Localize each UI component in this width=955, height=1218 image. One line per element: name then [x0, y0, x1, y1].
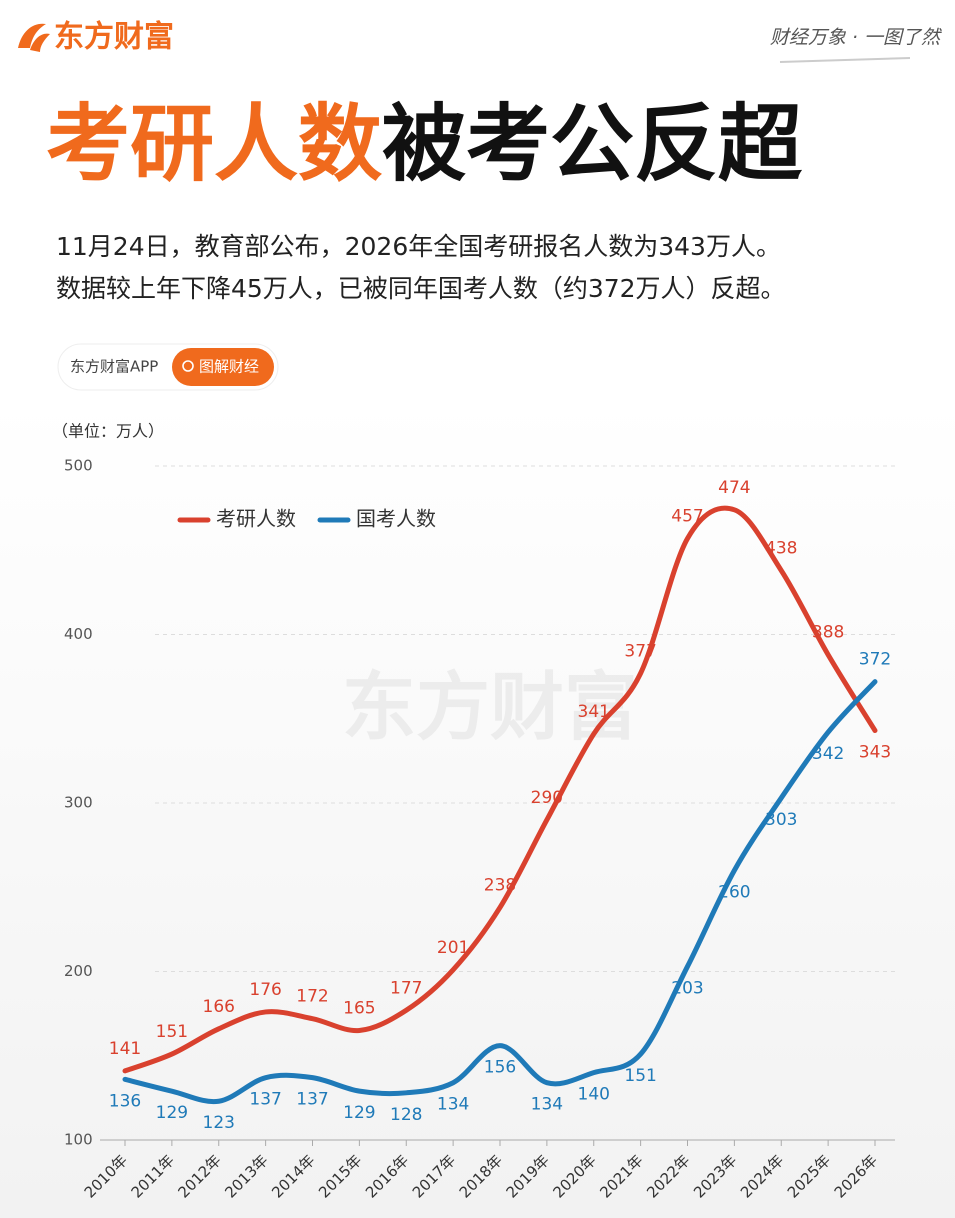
- intro-line: 11月24日，教育部公布，2026年全国考研报名人数为343万人。: [56, 232, 781, 261]
- data-label: 238: [484, 875, 516, 895]
- search-icon: [182, 360, 194, 372]
- series-line: [122, 505, 878, 1074]
- title: 考研人数被考公反超: [46, 95, 803, 193]
- data-label: 151: [624, 1066, 656, 1086]
- data-label: 303: [765, 810, 797, 830]
- data-label: 388: [812, 623, 844, 643]
- data-label: 137: [249, 1090, 281, 1110]
- data-label: 166: [203, 997, 235, 1017]
- data-label: 151: [156, 1022, 188, 1042]
- data-label: 474: [718, 478, 750, 498]
- series-line: [122, 679, 878, 1105]
- data-label: 141: [109, 1039, 141, 1059]
- watermark: 东方财富: [342, 665, 638, 751]
- title-rest: 被考公反超: [382, 95, 803, 193]
- search-button-text: 图解财经: [199, 358, 259, 376]
- logo-text: 东方财富: [54, 20, 174, 55]
- logo-icon: [18, 23, 50, 52]
- data-label: 203: [671, 978, 703, 998]
- unit-label: （单位：万人）: [52, 422, 164, 441]
- y-tick-label: 200: [64, 962, 93, 980]
- data-label: 176: [249, 980, 281, 1000]
- data-label: 343: [859, 743, 891, 763]
- data-label: 342: [812, 744, 844, 764]
- data-label: 128: [390, 1105, 422, 1125]
- data-label: 123: [203, 1113, 235, 1133]
- y-tick-label: 500: [64, 457, 93, 475]
- data-label: 134: [531, 1095, 563, 1115]
- data-label: 140: [578, 1085, 610, 1105]
- data-label: 172: [296, 987, 328, 1007]
- data-label: 341: [578, 702, 610, 722]
- data-label: 290: [531, 788, 563, 808]
- tagline-underline: [779, 57, 911, 63]
- chart-background: [0, 400, 955, 1218]
- data-label: 201: [437, 938, 469, 958]
- legend-label: 考研人数: [216, 507, 296, 531]
- data-label: 129: [343, 1103, 375, 1123]
- search-brand: 东方财富APP: [70, 358, 158, 376]
- data-label: 438: [765, 538, 797, 558]
- data-label: 260: [718, 882, 750, 902]
- data-label: 137: [296, 1090, 328, 1110]
- data-label: 177: [390, 978, 422, 998]
- legend-label: 国考人数: [356, 507, 436, 531]
- data-label: 136: [109, 1091, 141, 1111]
- data-label: 377: [624, 641, 656, 661]
- data-label: 165: [343, 998, 375, 1018]
- intro-line: 数据较上年下降45万人，已被同年国考人数（约372万人）反超。: [56, 274, 786, 303]
- y-tick-label: 400: [64, 625, 93, 643]
- y-tick-label: 300: [64, 794, 93, 812]
- search-button[interactable]: [172, 348, 274, 386]
- y-tick-label: 100: [64, 1131, 93, 1149]
- data-label: 372: [859, 650, 891, 670]
- data-label: 457: [671, 506, 703, 526]
- data-label: 156: [484, 1058, 516, 1078]
- data-label: 129: [156, 1103, 188, 1123]
- title-highlight: 考研人数: [46, 95, 382, 193]
- tagline: 财经万象 · 一图了然: [770, 27, 942, 49]
- data-label: 134: [437, 1095, 469, 1115]
